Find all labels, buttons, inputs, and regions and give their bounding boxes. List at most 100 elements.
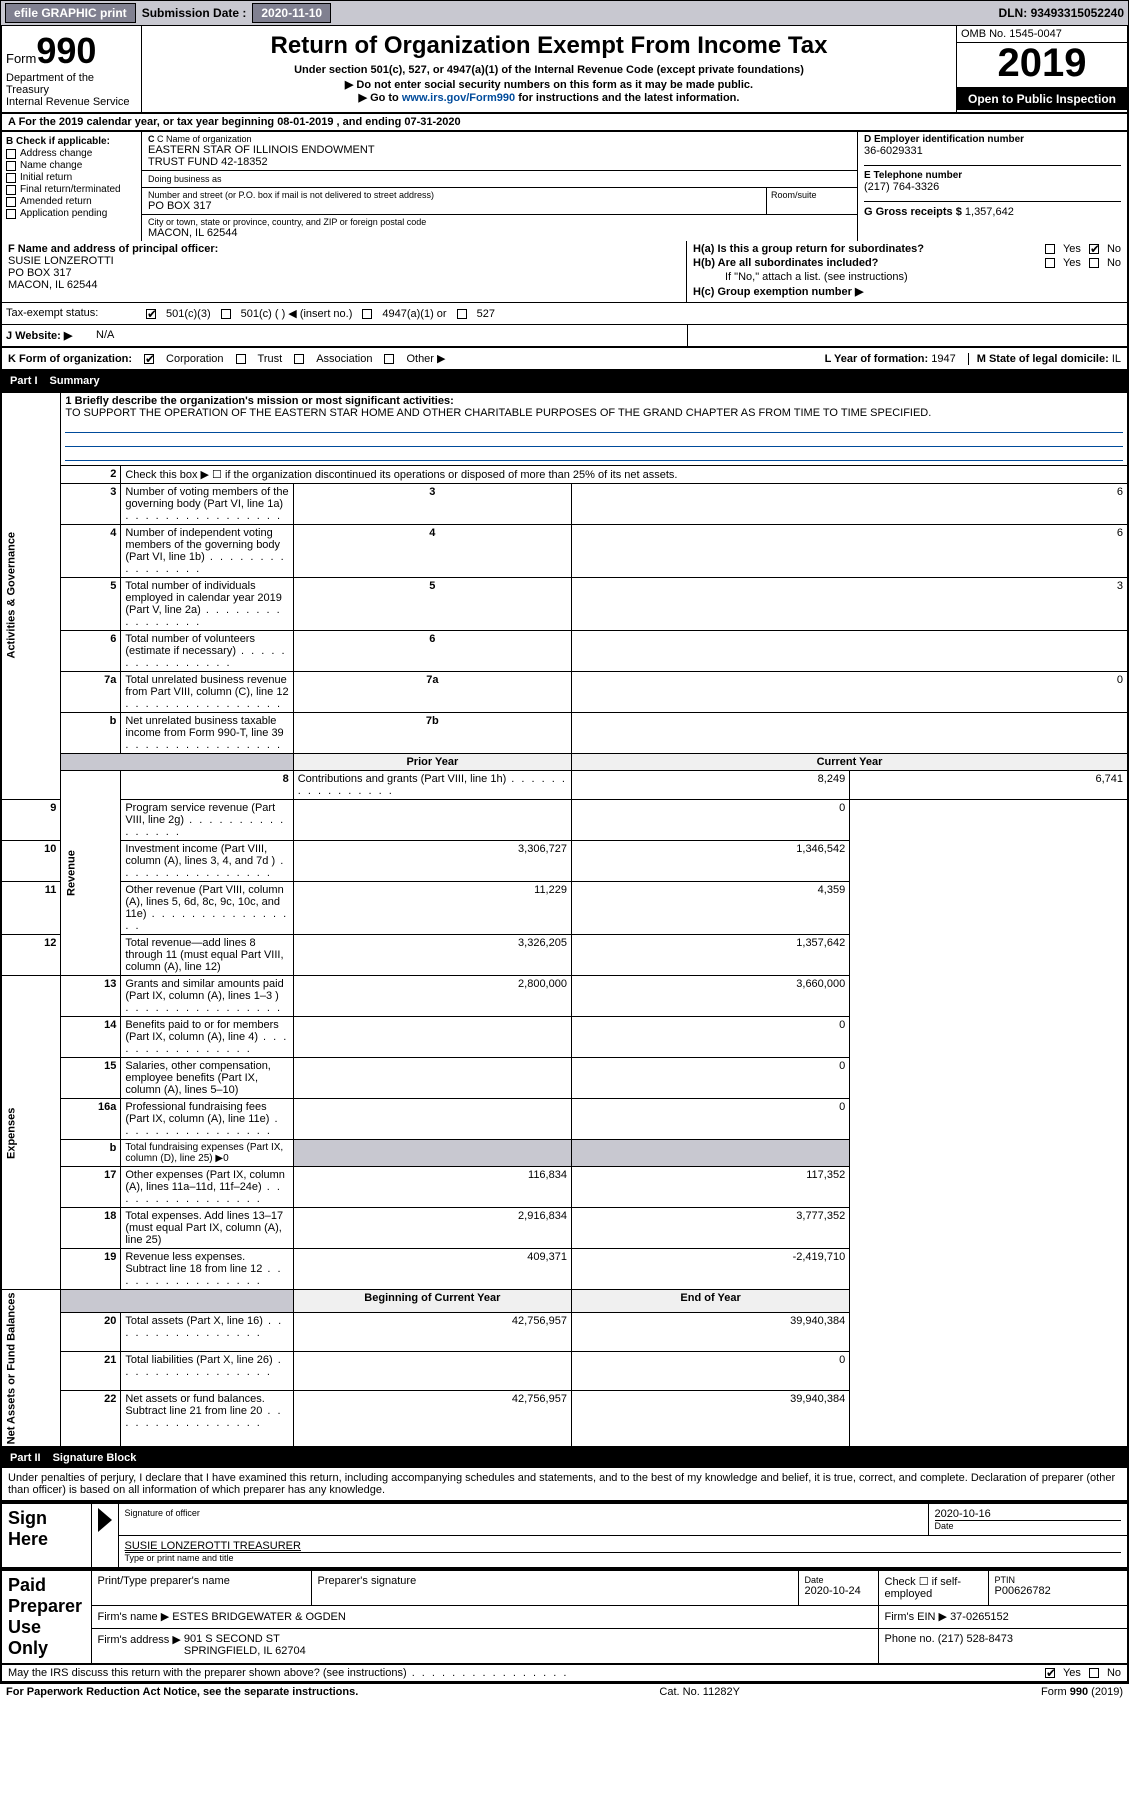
c-name-lbl: C C Name of organization (148, 134, 851, 144)
header-mid: Return of Organization Exempt From Incom… (142, 26, 957, 112)
form-number: Form990 (6, 30, 137, 72)
l-block: L Year of formation: 1947 (825, 353, 956, 365)
block-bcd: B Check if applicable: Address change Na… (0, 132, 1129, 241)
col-deg: D Employer identification number 36-6029… (857, 132, 1127, 241)
chk-other[interactable] (384, 354, 394, 364)
form-link[interactable]: www.irs.gov/Form990 (402, 92, 515, 104)
chk-name-change[interactable] (6, 161, 16, 171)
ein: 36-6029331 (864, 145, 1121, 157)
mission-text: TO SUPPORT THE OPERATION OF THE EASTERN … (65, 407, 931, 419)
mission-line1 (65, 421, 1123, 433)
part2-title: Signature Block (53, 1452, 137, 1464)
addr: PO BOX 317 (148, 200, 760, 212)
side-exp: Expenses (1, 976, 61, 1290)
col-f: F Name and address of principal officer:… (2, 241, 687, 302)
hb-note: If "No," attach a list. (see instruction… (693, 271, 1121, 283)
header-left: Form990 Department of the Treasury Inter… (2, 26, 142, 112)
efile-button[interactable]: efile GRAPHIC print (5, 3, 136, 23)
hb: H(b) Are all subordinates included? Yes … (693, 257, 1121, 269)
chk-corp[interactable] (144, 354, 154, 364)
website-row: J Website: ▶ N/A (0, 325, 1129, 348)
ptin: PTIN P00626782 (988, 1570, 1128, 1606)
discuss-row: May the IRS discuss this return with the… (0, 1665, 1129, 1683)
part2-header: Part II Signature Block (0, 1448, 1129, 1468)
ha-yes[interactable] (1045, 244, 1055, 254)
side-net: Net Assets or Fund Balances (1, 1290, 61, 1447)
part1-title: Summary (50, 375, 100, 387)
discuss-yes[interactable] (1045, 1668, 1055, 1678)
sig-name: SUSIE LONZEROTTI TREASURER Type or print… (118, 1535, 1128, 1568)
psig: Preparer's signature (311, 1570, 798, 1606)
hb-no[interactable] (1089, 258, 1099, 268)
i-lbl: Tax-exempt status: (2, 303, 142, 324)
side-rev: Revenue (61, 771, 121, 976)
mission-block: 1 Briefly describe the organization's mi… (61, 392, 1128, 466)
chk-pending[interactable] (6, 209, 16, 219)
k-lbl: K Form of organization: (8, 353, 132, 365)
klm-row: K Form of organization: Corporation Trus… (0, 348, 1129, 371)
note-goto: ▶ Go to www.irs.gov/Form990 for instruct… (154, 91, 944, 104)
ha-no[interactable] (1089, 244, 1099, 254)
footer-mid: Cat. No. 11282Y (659, 1686, 740, 1698)
open-to-public: Open to Public Inspection (957, 88, 1127, 110)
g-line: G Gross receipts $ 1,357,642 (864, 201, 1121, 218)
tax-status-row: Tax-exempt status: 501(c)(3) 501(c) ( ) … (0, 303, 1129, 325)
f-lbl: F Name and address of principal officer: (8, 243, 680, 255)
sig-date: 2020-10-16 Date (928, 1503, 1128, 1536)
col-h: H(a) Is this a group return for subordin… (687, 241, 1127, 302)
org-name: EASTERN STAR OF ILLINOIS ENDOWMENT TRUST… (148, 144, 851, 168)
pdate: Date 2020-10-24 (798, 1570, 878, 1606)
chk-assoc[interactable] (294, 354, 304, 364)
part1-header: Part I Summary (0, 371, 1129, 391)
hc-space (687, 325, 1127, 346)
hc: H(c) Group exemption number ▶ (693, 285, 1121, 298)
note-no-ssn: ▶ Do not enter social security numbers o… (154, 78, 944, 91)
city: MACON, IL 62544 (148, 227, 851, 239)
chk-amended[interactable] (6, 197, 16, 207)
form-header: Form990 Department of the Treasury Inter… (0, 26, 1129, 114)
line2: Check this box ▶ ☐ if the organization d… (121, 466, 1128, 484)
tax-year: 2019 (957, 43, 1127, 88)
footer-right: Form 990 (2019) (1041, 1686, 1123, 1698)
submission-date: 2020-11-10 (252, 3, 331, 23)
summary-table: Activities & Governance 1 Briefly descri… (0, 391, 1129, 1448)
pname: Print/Type preparer's name (91, 1570, 311, 1606)
form-subtitle: Under section 501(c), 527, or 4947(a)(1)… (154, 64, 944, 76)
chk-final-return[interactable] (6, 185, 16, 195)
col-b: B Check if applicable: Address change Na… (2, 132, 142, 241)
chk-501c3[interactable] (146, 309, 156, 319)
chk-4947[interactable] (362, 309, 372, 319)
hb-yes[interactable] (1045, 258, 1055, 268)
chk-trust[interactable] (236, 354, 246, 364)
firm-name: Firm's name ▶ ESTES BRIDGEWATER & OGDEN (91, 1606, 878, 1629)
firm-ein: Firm's EIN ▶ 37-0265152 (878, 1606, 1128, 1629)
i-opts: 501(c)(3) 501(c) ( ) ◀ (insert no.) 4947… (142, 303, 1127, 324)
officer: SUSIE LONZEROTTI PO BOX 317 MACON, IL 62… (8, 255, 680, 291)
department: Department of the Treasury Internal Reve… (6, 72, 137, 108)
submission-label: Submission Date : (142, 6, 247, 20)
triangle-icon (98, 1508, 112, 1532)
discuss-no[interactable] (1089, 1668, 1099, 1678)
col-c: C C Name of organization EASTERN STAR OF… (142, 132, 857, 241)
header-right: OMB No. 1545-0047 2019 Open to Public In… (957, 26, 1127, 112)
chk-address-change[interactable] (6, 149, 16, 159)
j-lbl: J Website: ▶ (2, 325, 92, 346)
chk-501c[interactable] (221, 309, 231, 319)
footer: For Paperwork Reduction Act Notice, see … (0, 1683, 1129, 1700)
website: N/A (92, 325, 687, 346)
part1-num: Part I (10, 375, 38, 387)
form-title: Return of Organization Exempt From Incom… (154, 32, 944, 60)
firm-addr: Firm's address ▶ 901 S SECOND ST SPRINGF… (91, 1629, 878, 1664)
chk-527[interactable] (457, 309, 467, 319)
fgh-row: F Name and address of principal officer:… (0, 241, 1129, 303)
part2-num: Part II (10, 1452, 41, 1464)
paid-preparer-table: Paid Preparer Use Only Print/Type prepar… (0, 1569, 1129, 1665)
sign-table: Sign Here Signature of officer 2020-10-1… (0, 1502, 1129, 1569)
sign-here: Sign Here (1, 1503, 91, 1568)
side-ag: Activities & Governance (1, 392, 61, 800)
b-label: B Check if applicable: (6, 136, 137, 147)
firm-phone: Phone no. (217) 528-8473 (878, 1629, 1128, 1664)
mission-line3 (65, 449, 1123, 461)
chk-initial-return[interactable] (6, 173, 16, 183)
dln: DLN: 93493315052240 (999, 6, 1124, 20)
